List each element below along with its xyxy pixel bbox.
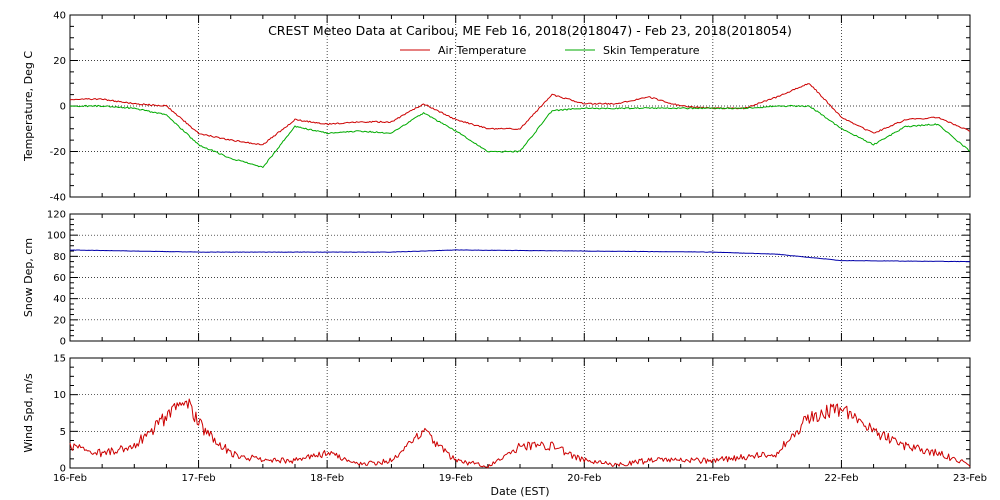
y-tick-label: 20 <box>53 56 66 67</box>
y-tick-label: 5 <box>60 427 66 438</box>
series-line <box>69 398 971 469</box>
y-tick-label: 60 <box>53 273 66 284</box>
y-tick-label: 120 <box>47 210 66 221</box>
y-tick-label: 80 <box>53 252 66 263</box>
y-tick-label: 100 <box>47 231 66 242</box>
legend-label: Skin Temperature <box>603 44 700 57</box>
panel-3: 0 5 10 15 Wind Spd, m/s <box>22 354 971 475</box>
y-tick-label: -40 <box>50 193 66 204</box>
y-tick-label: -20 <box>50 147 66 158</box>
y-axis-title: Wind Spd, m/s <box>22 373 35 453</box>
chart-title: CREST Meteo Data at Caribou, ME Feb 16, … <box>268 23 792 38</box>
y-tick-label: 10 <box>53 390 66 401</box>
series-line <box>69 104 971 168</box>
y-tick-label: 40 <box>53 11 66 22</box>
panel-2: 0 20 40 60 80 100 120 Snow Dep, cm <box>22 210 971 348</box>
x-axis-title: Date (EST) <box>490 485 549 498</box>
x-tick-label: 18-Feb <box>310 473 344 484</box>
x-tick-label: 17-Feb <box>182 473 216 484</box>
y-axis-title: Temperature, Deg C <box>22 51 35 162</box>
chart-panels: -40 -20 0 20 40 Temperature, Deg C 0 20 40 60 80 10… <box>22 11 971 475</box>
series-line <box>70 249 971 263</box>
x-tick-label: 23-Feb <box>953 473 987 484</box>
legend: Air Temperature Skin Temperature <box>400 44 700 57</box>
x-axis: 16-Feb 17-Feb 18-Feb 19-Feb 20-Feb 21-Feb 22-F… <box>53 473 987 484</box>
series-line <box>69 83 971 146</box>
x-tick-label: 16-Feb <box>53 473 87 484</box>
x-tick-label: 19-Feb <box>439 473 473 484</box>
x-tick-label: 22-Feb <box>824 473 858 484</box>
legend-label: Air Temperature <box>438 44 527 57</box>
y-axis-title: Snow Dep, cm <box>22 238 35 317</box>
y-tick-label: 20 <box>53 315 66 326</box>
y-tick-label: 0 <box>60 102 66 113</box>
x-tick-label: 20-Feb <box>567 473 601 484</box>
y-tick-label: 0 <box>60 464 66 475</box>
y-tick-label: 40 <box>53 294 66 305</box>
panel-1: -40 -20 0 20 40 Temperature, Deg C <box>22 11 971 204</box>
y-tick-label: 0 <box>60 337 66 348</box>
x-tick-label: 21-Feb <box>696 473 730 484</box>
y-tick-label: 15 <box>53 354 66 365</box>
